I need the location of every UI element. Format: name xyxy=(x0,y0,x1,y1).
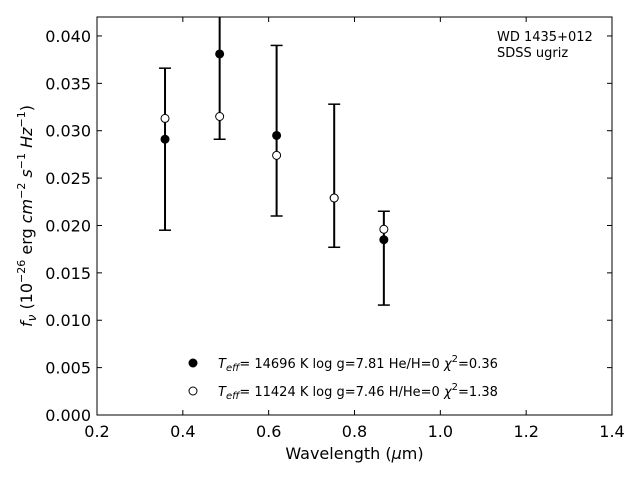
y-tick-label: 0.005 xyxy=(45,359,91,378)
legend-marker-filled xyxy=(188,358,198,368)
data-point-open xyxy=(329,193,339,203)
x-axis-label: Wavelength (μm) xyxy=(285,444,423,463)
legend-entry-1: Teff= 14696 K log g=7.81 He/H=0 χ2=0.36 xyxy=(218,354,498,374)
y-tick-label: 0.010 xyxy=(45,311,91,330)
data-point-filled xyxy=(379,235,389,245)
x-tick-label: 0.4 xyxy=(170,422,195,441)
legend: Teff= 14696 K log g=7.81 He/H=0 χ2=0.36 … xyxy=(188,354,498,402)
y-tick-label: 0.040 xyxy=(45,27,91,46)
legend-entry-2: Teff= 11424 K log g=7.46 H/He=0 χ2=1.38 xyxy=(218,382,498,402)
data-point-open xyxy=(215,112,225,121)
axes-frame xyxy=(96,16,613,416)
x-tick-label: 0.2 xyxy=(84,422,109,441)
x-tick-label: 0.8 xyxy=(342,422,367,441)
y-tick-label: 0.025 xyxy=(45,169,91,188)
y-tick-label: 0.020 xyxy=(45,216,91,235)
y-tick-label: 0.000 xyxy=(45,406,91,425)
x-tick-label: 1.0 xyxy=(428,422,453,441)
y-axis-label: fν (10−26 erg cm−2 s−1 Hz−1) xyxy=(15,105,39,327)
data-point-open xyxy=(379,224,389,234)
data-point-filled xyxy=(160,134,170,144)
data-point-filled xyxy=(215,49,225,59)
legend-marker-open xyxy=(188,386,198,396)
x-tick-label: 1.4 xyxy=(599,422,624,441)
annotation-survey-name: SDSS ugriz xyxy=(497,46,568,61)
y-tick-label: 0.015 xyxy=(45,264,91,283)
y-tick-label: 0.030 xyxy=(45,122,91,141)
data-point-filled xyxy=(272,130,282,140)
x-tick-label: 1.2 xyxy=(513,422,538,441)
y-tick-label: 0.035 xyxy=(45,74,91,93)
data-point-open xyxy=(160,113,170,123)
x-tick-label: 0.6 xyxy=(256,422,281,441)
annotation-object-name: WD 1435+012 xyxy=(497,30,593,45)
data-point-open xyxy=(272,150,282,160)
